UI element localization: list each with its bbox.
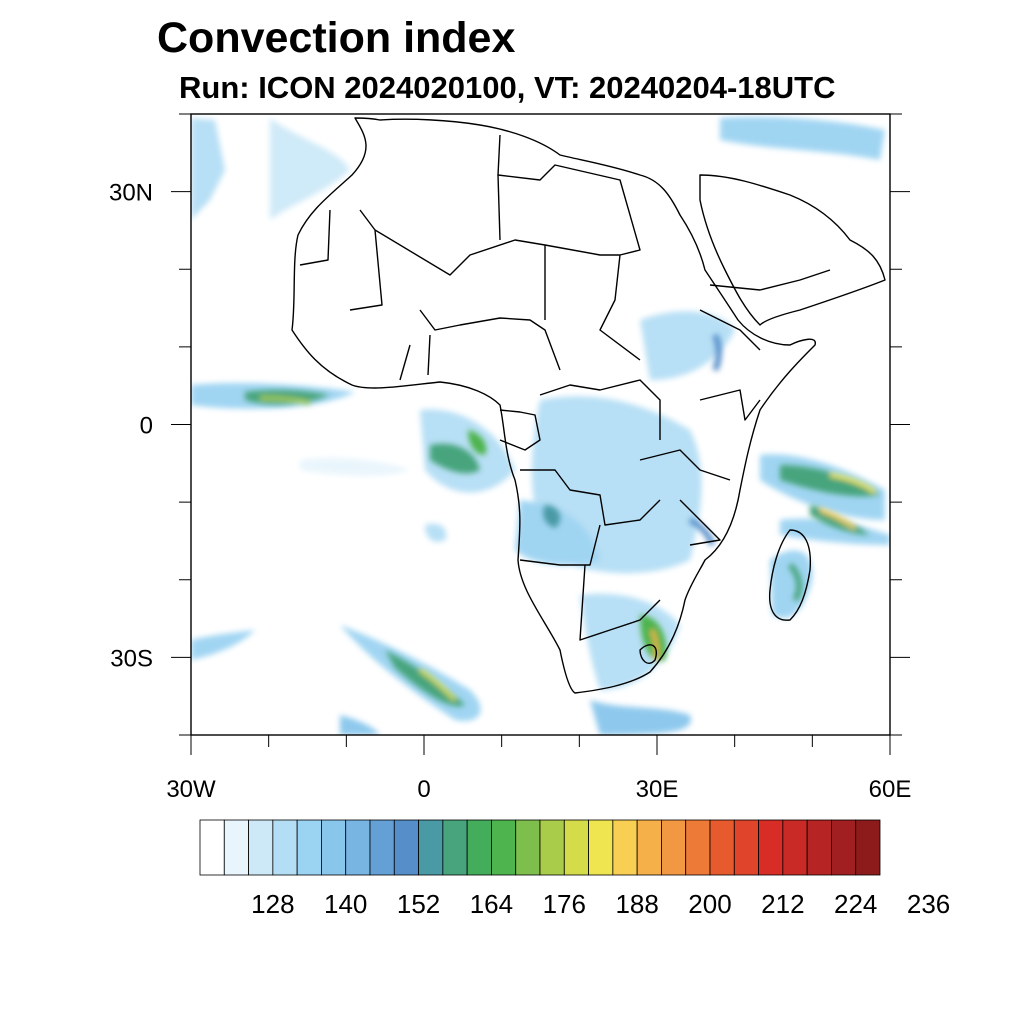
colorbar-swatch	[491, 819, 517, 876]
colorbar-label: 152	[397, 889, 440, 919]
axis-ticks: 30W 0 30E 60E 30N 0 30S	[109, 113, 912, 803]
convection-field	[191, 116, 890, 735]
colorbar-swatch	[588, 819, 614, 876]
colorbar-label: 212	[761, 889, 804, 919]
colorbar-swatch	[782, 819, 808, 876]
colorbar-swatch	[223, 819, 249, 876]
chart-title: Convection index	[157, 14, 516, 62]
colorbar-swatch	[199, 819, 225, 876]
lon-tick-label: 0	[417, 776, 430, 803]
colorbar-swatch	[466, 819, 492, 876]
lat-tick-label: 0	[140, 413, 153, 440]
chart-subtitle: Run: ICON 2024020100, VT: 20240204-18UTC	[179, 70, 836, 105]
lon-tick-label: 30E	[636, 776, 679, 803]
colorbar-swatch	[345, 819, 371, 876]
colorbar-swatch	[369, 819, 395, 876]
colorbar-swatch	[709, 819, 735, 876]
colorbar-swatch	[393, 819, 419, 876]
lon-tick-label: 60E	[869, 776, 912, 803]
colorbar-swatch	[321, 819, 347, 876]
lon-tick-label: 30W	[166, 776, 216, 803]
colorbar-label: 128	[251, 889, 294, 919]
colorbar-swatch	[806, 819, 832, 876]
colorbar-swatch	[248, 819, 274, 876]
colorbar-label: 236	[907, 889, 950, 919]
colorbar-swatch	[515, 819, 541, 876]
colorbar-swatch	[612, 819, 638, 876]
country-borders	[291, 117, 886, 694]
colorbar-label: 200	[688, 889, 731, 919]
colorbar-swatch	[636, 819, 662, 876]
colorbar-swatch	[758, 819, 784, 876]
colorbar: 128 140 152 164 176 188 200 212 224 236	[199, 819, 950, 919]
colorbar-swatch	[661, 819, 687, 876]
colorbar-swatch	[685, 819, 711, 876]
colorbar-swatch	[733, 819, 759, 876]
colorbar-swatch	[296, 819, 322, 876]
colorbar-swatch	[855, 819, 881, 876]
colorbar-label: 176	[543, 889, 586, 919]
colorbar-swatch	[831, 819, 857, 876]
colorbar-label: 140	[324, 889, 367, 919]
colorbar-swatch	[539, 819, 565, 876]
colorbar-swatch	[563, 819, 589, 876]
colorbar-swatch	[442, 819, 468, 876]
colorbar-label: 224	[834, 889, 877, 919]
colorbar-swatch	[272, 819, 298, 876]
colorbar-swatch	[418, 819, 444, 876]
colorbar-label: 188	[615, 889, 658, 919]
lat-tick-label: 30S	[110, 645, 153, 672]
lat-tick-label: 30N	[109, 180, 153, 207]
colorbar-label: 164	[470, 889, 513, 919]
